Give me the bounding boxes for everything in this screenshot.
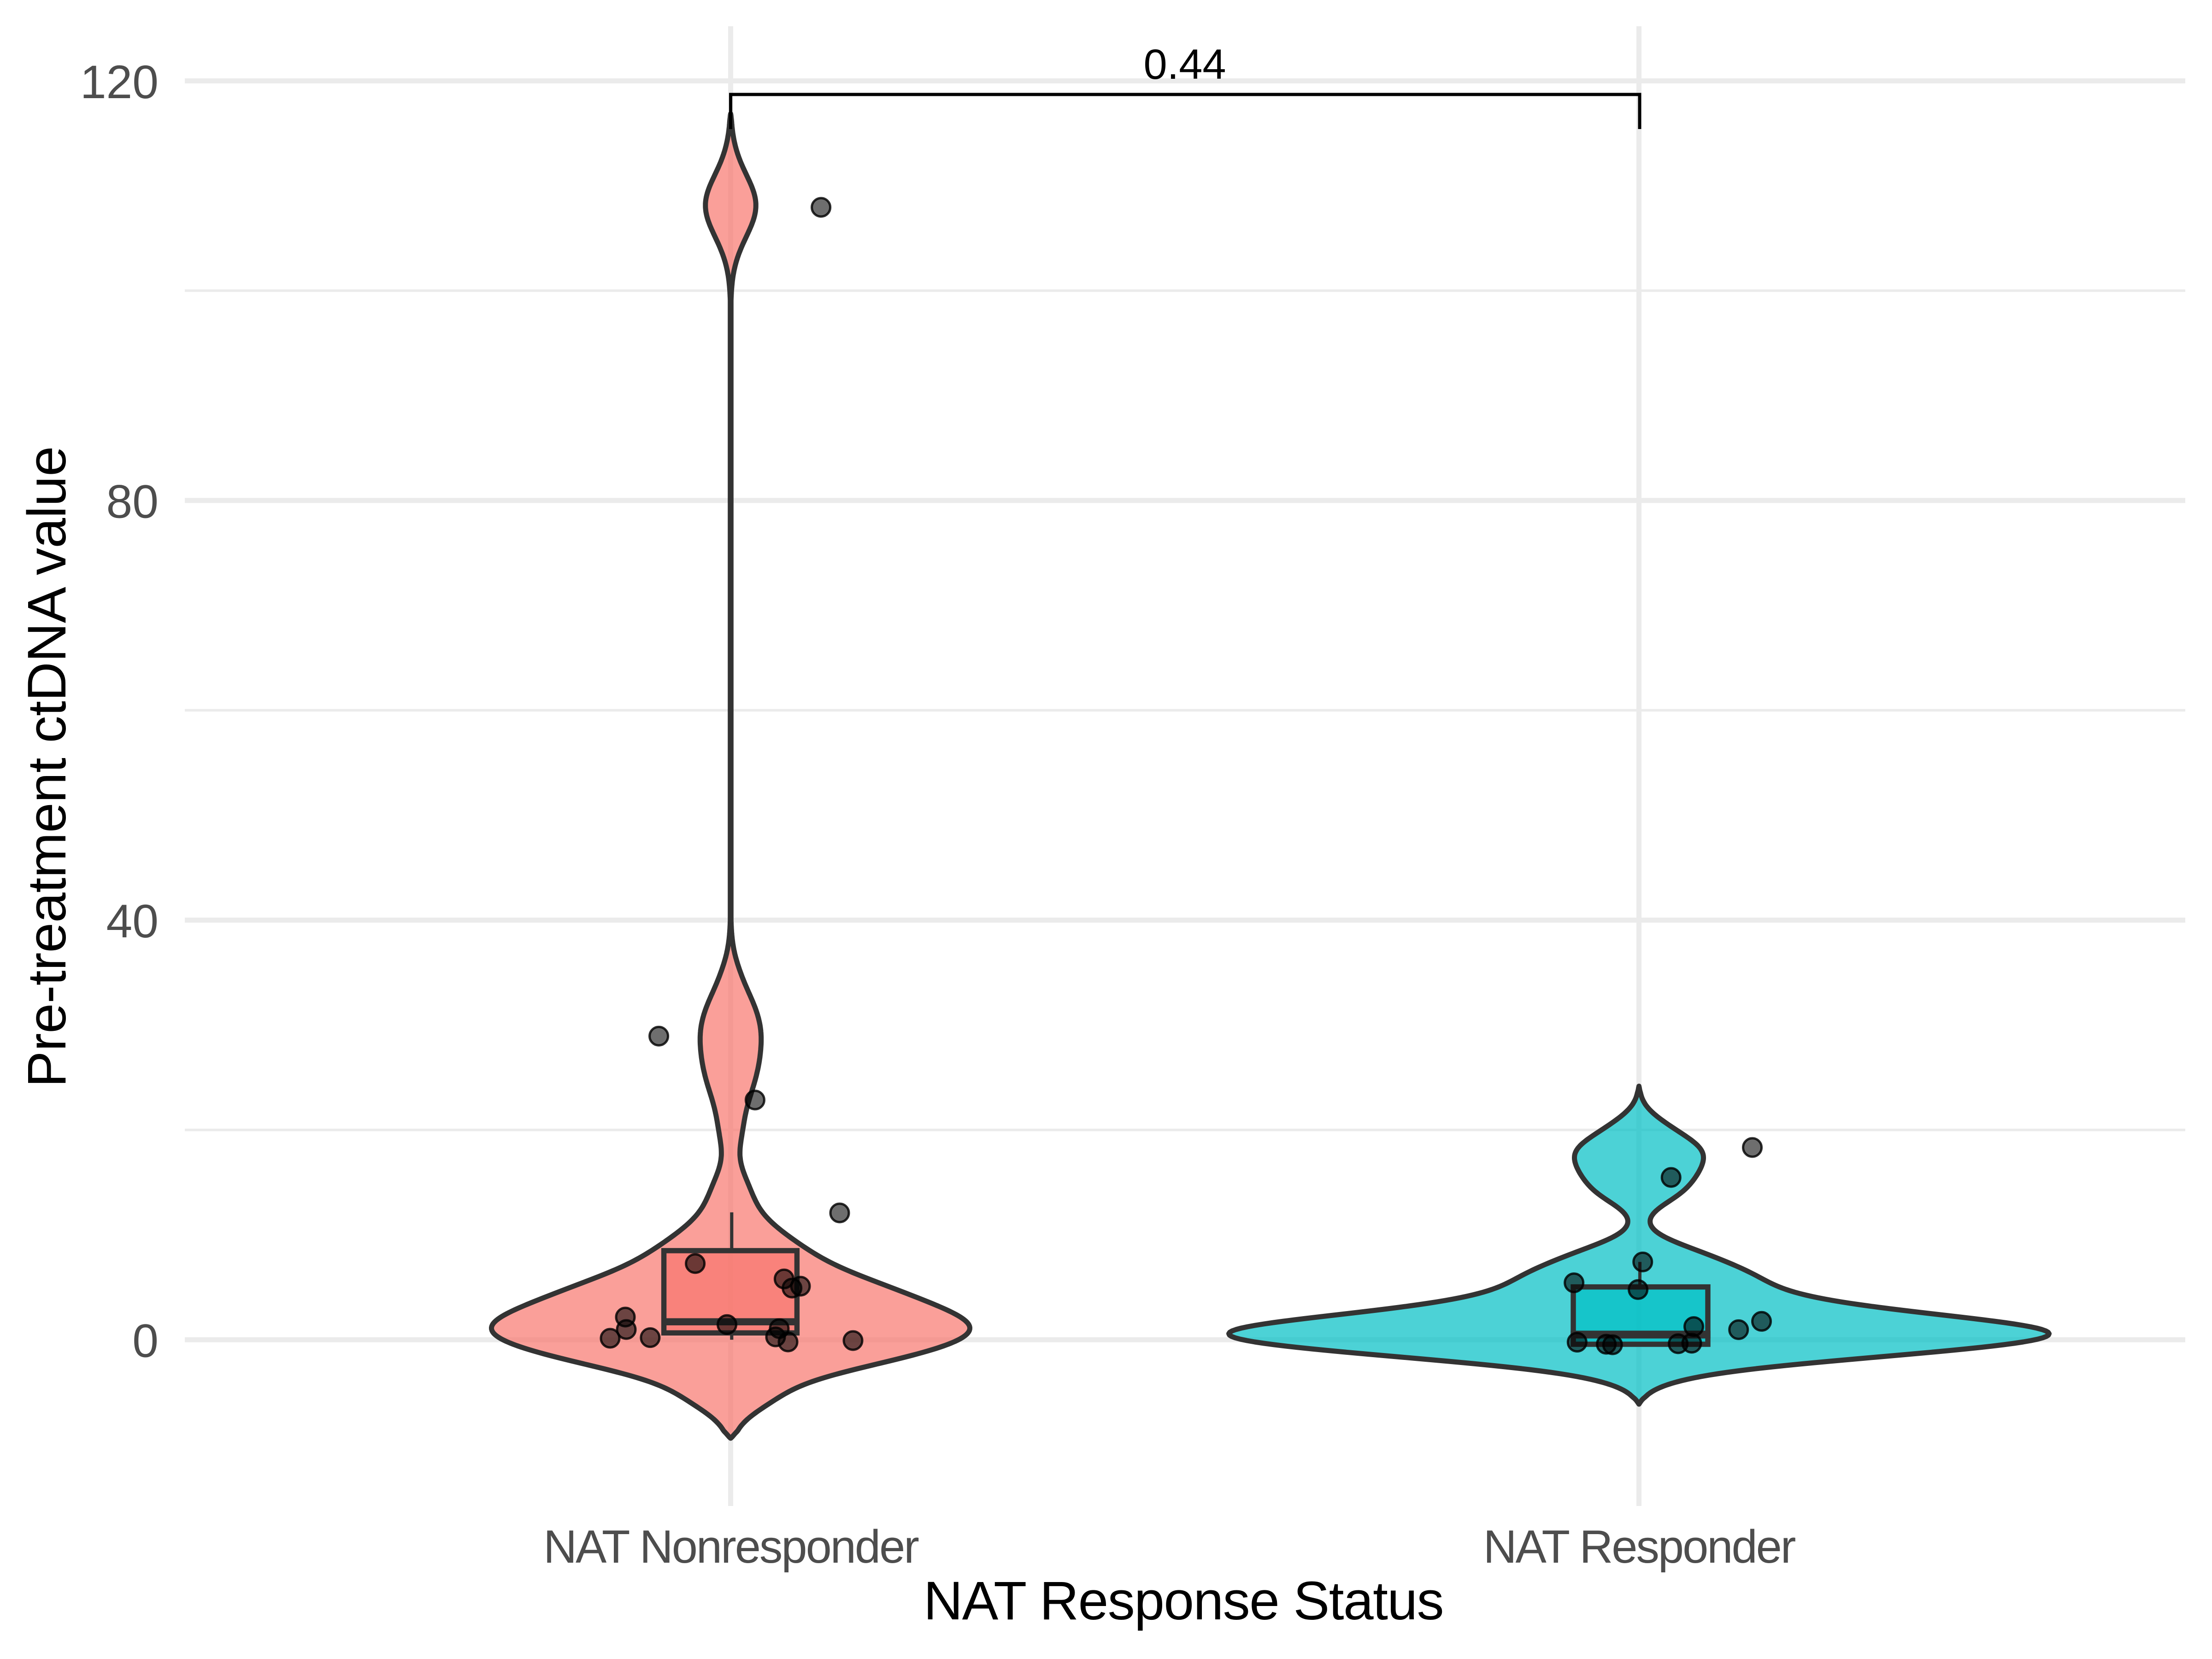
svg-text:80: 80 — [106, 476, 159, 528]
svg-text:NAT Nonresponder: NAT Nonresponder — [543, 1521, 918, 1573]
svg-text:0: 0 — [132, 1315, 159, 1367]
svg-text:120: 120 — [80, 56, 159, 108]
svg-text:0.44: 0.44 — [1143, 41, 1226, 88]
svg-text:NAT Responder: NAT Responder — [1483, 1521, 1795, 1573]
svg-text:40: 40 — [106, 895, 159, 947]
svg-text:NAT Response Status: NAT Response Status — [924, 1571, 1443, 1631]
svg-text:Pre-treatment ctDNA value: Pre-treatment ctDNA value — [17, 447, 77, 1088]
